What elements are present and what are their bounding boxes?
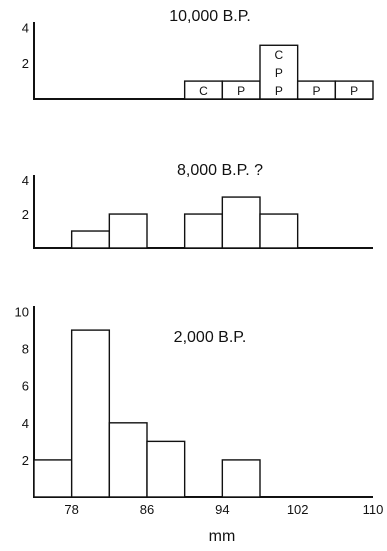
- y-tick-label: 6: [22, 379, 29, 394]
- y-tick-label: 10: [15, 305, 29, 320]
- bar-letter-label: C: [199, 84, 208, 98]
- histogram-bar: [70, 329, 111, 498]
- bar-letter-label: P: [350, 84, 358, 98]
- y-tick-label: 4: [22, 173, 29, 188]
- histogram-bar: [183, 213, 224, 249]
- histogram-bar: [33, 459, 73, 498]
- bar-letter-label: P: [275, 84, 283, 98]
- y-tick-label: 2: [22, 453, 29, 468]
- bar-letter-label: C: [274, 48, 283, 62]
- histogram-bar: [221, 196, 261, 249]
- histogram-bar: [108, 213, 148, 249]
- bar-letter-label: P: [275, 66, 283, 80]
- histogram-bar: [221, 459, 261, 498]
- y-tick-label: 4: [22, 416, 29, 431]
- y-tick-label: 2: [22, 207, 29, 222]
- histogram-bar: [259, 44, 299, 100]
- histogram-bar: [146, 440, 186, 498]
- x-tick-label: 78: [64, 502, 78, 517]
- y-tick-label: 8: [22, 342, 29, 357]
- x-axis-tick-labels: 78 86 94 102 110: [64, 502, 383, 517]
- histogram-bar: [70, 230, 111, 249]
- x-tick-label: 86: [140, 502, 154, 517]
- bar-letter-label: P: [237, 84, 245, 98]
- histogram-bar: [259, 213, 299, 249]
- y-tick-label: 4: [22, 20, 29, 35]
- bar-letter-label: P: [312, 84, 320, 98]
- panel-2000-bp-bars: [33, 329, 261, 498]
- x-tick-label: 102: [287, 502, 309, 517]
- x-axis-label: mm: [209, 528, 236, 545]
- panel-title-2000-bp: 2,000 B.P.: [174, 329, 247, 346]
- panel-8000-bp: 8,000 B.P. ? 2 4: [22, 162, 373, 249]
- panel-8000-bp-bars: [70, 196, 299, 249]
- panel-title-10000-bp: 10,000 B.P.: [169, 8, 251, 25]
- panel-2000-bp: 2,000 B.P. 2 4 6 8 10 78 86 94 102 110 mm: [15, 305, 384, 545]
- histogram-bar: [334, 80, 374, 100]
- x-tick-label: 94: [215, 502, 229, 517]
- histogram-bar: [108, 422, 148, 498]
- panel-title-8000-bp: 8,000 B.P. ?: [177, 162, 263, 179]
- y-tick-label: 2: [22, 56, 29, 71]
- x-tick-label: 110: [363, 502, 384, 517]
